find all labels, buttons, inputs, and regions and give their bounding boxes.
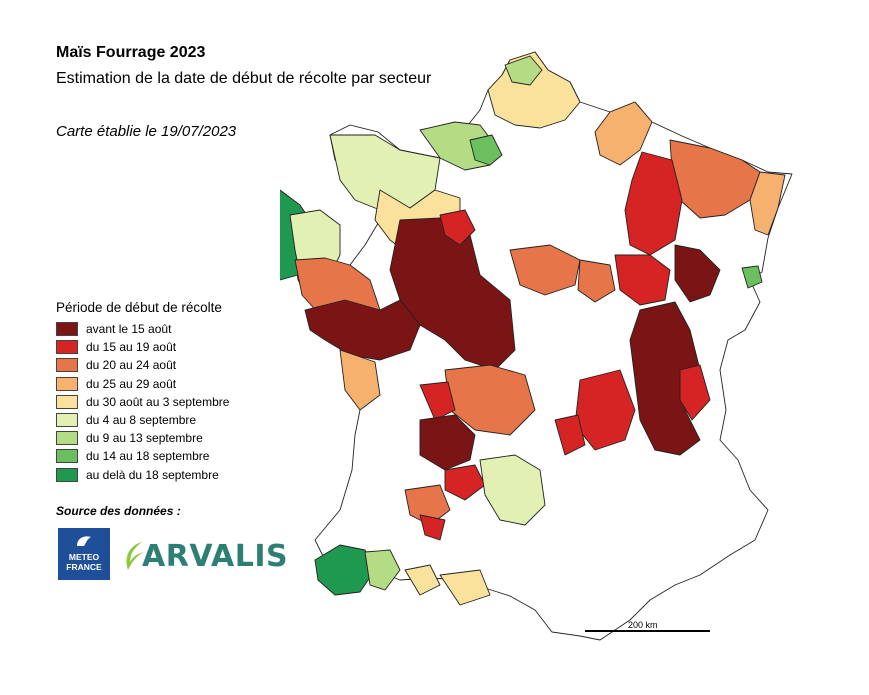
source-label: Source des données : [56,504,181,518]
region-flandres [504,55,543,86]
legend-swatch [56,413,78,428]
scale-bar [585,630,710,632]
legend-item: du 15 au 19 août [56,338,229,356]
region-centre-east-2 [577,259,616,303]
region-savoie-green [741,265,763,289]
legend-label: du 14 au 18 septembre [86,449,210,464]
region-bearn [364,549,401,591]
legend-label: du 4 au 8 septembre [86,413,197,428]
region-landes [404,484,451,526]
region-poitou [304,299,421,361]
legend-item: du 25 au 29 août [56,375,229,393]
region-haute-loire [554,414,586,456]
region-ariege [439,569,491,606]
arvalis-logo-text: ARVALIS [142,539,289,574]
scale-label: 200 km [628,620,658,630]
region-dordogne [419,414,476,471]
region-pays-basque [314,544,376,596]
legend-swatch [56,431,78,446]
legend-swatch [56,467,78,482]
region-orleans [439,209,476,246]
region-rhone-alpes [629,301,701,456]
region-nord-detail [469,134,503,166]
legend-item: du 20 au 24 août [56,356,229,374]
meteo-france-mark-icon [77,536,91,546]
meteo-france-logo: METEO FRANCE [58,528,110,580]
legend-swatch [56,340,78,355]
region-midi-pyrenees [479,454,546,526]
legend-swatch [56,358,78,373]
legend-items: avant le 15 août du 15 au 19 août du 20 … [56,320,229,484]
legend-label: du 9 au 13 septembre [86,431,203,446]
region-limousin [444,364,536,436]
legend-swatch [56,394,78,409]
region-charentes [339,349,381,411]
legend-item: avant le 15 août [56,320,229,338]
legend-item: du 30 août au 3 septembre [56,393,229,411]
map-date-note: Carte établie le 19/07/2023 [56,123,237,140]
legend-item: du 4 au 8 septembre [56,411,229,429]
region-centre-east [509,244,581,296]
region-hautes-pyrenees [404,564,441,596]
region-limousin-south [419,381,456,421]
arvalis-logo: ARVALIS [122,536,288,576]
legend-swatch [56,449,78,464]
legend-label: du 30 août au 3 septembre [86,394,230,409]
map-subtitle: Estimation de la date de début de récolt… [56,70,432,87]
region-bourgogne-south [614,254,671,306]
legend-swatch [56,322,78,337]
legend-label: au delà du 18 septembre [86,467,219,482]
region-alpes-red [679,364,711,421]
legend-item: du 14 au 18 septembre [56,447,229,465]
france-map [280,51,793,641]
legend-title: Période de début de récolte [56,300,222,315]
legend-swatch [56,376,78,391]
region-landes-red [419,514,446,541]
legend-label: avant le 15 août [86,322,172,337]
legend: Période de début de récolte avant le 15 … [56,300,229,484]
region-champagne [594,101,653,166]
region-alsace [749,171,786,236]
region-lot [444,464,486,501]
legend-label: du 20 au 24 août [86,358,177,373]
legend-label: du 15 au 19 août [86,340,177,355]
legend-label: du 25 au 29 août [86,376,177,391]
legend-item: du 9 au 13 septembre [56,429,229,447]
map-title: Maïs Fourrage 2023 [56,44,206,61]
legend-item: au delà du 18 septembre [56,466,229,484]
region-franche-comte [674,244,721,303]
meteo-france-logo-text: METEO FRANCE [66,552,102,572]
arvalis-leaf-icon [126,542,144,570]
